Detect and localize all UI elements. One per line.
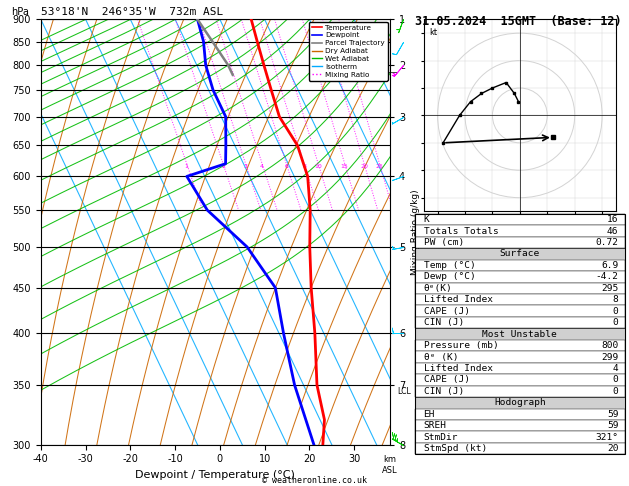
Bar bbox=[415, 294, 625, 306]
Bar bbox=[415, 409, 625, 420]
Text: Hodograph: Hodograph bbox=[494, 399, 546, 407]
Text: 8: 8 bbox=[613, 295, 618, 304]
Text: 4: 4 bbox=[260, 164, 264, 169]
Text: kt: kt bbox=[430, 28, 438, 36]
Text: © weatheronline.co.uk: © weatheronline.co.uk bbox=[262, 476, 367, 485]
Text: 53°18'N  246°35'W  732m ASL: 53°18'N 246°35'W 732m ASL bbox=[41, 7, 223, 17]
Bar bbox=[415, 443, 625, 454]
Bar bbox=[415, 340, 625, 351]
Text: 0: 0 bbox=[613, 376, 618, 384]
Text: CIN (J): CIN (J) bbox=[423, 318, 464, 327]
Text: 3: 3 bbox=[243, 164, 248, 169]
Text: θᵉ (K): θᵉ (K) bbox=[423, 352, 458, 362]
Bar bbox=[415, 260, 625, 271]
Y-axis label: Mixing Ratio (g/kg): Mixing Ratio (g/kg) bbox=[411, 189, 420, 275]
Text: CAPE (J): CAPE (J) bbox=[423, 376, 469, 384]
Bar bbox=[415, 214, 625, 226]
Text: 31.05.2024  15GMT  (Base: 12): 31.05.2024 15GMT (Base: 12) bbox=[415, 15, 621, 28]
Text: -4.2: -4.2 bbox=[595, 272, 618, 281]
Text: 8: 8 bbox=[302, 164, 306, 169]
Bar bbox=[415, 317, 625, 329]
Bar bbox=[415, 237, 625, 248]
Text: 4: 4 bbox=[613, 364, 618, 373]
Text: CIN (J): CIN (J) bbox=[423, 387, 464, 396]
Bar bbox=[415, 282, 625, 294]
Text: Dewp (°C): Dewp (°C) bbox=[423, 272, 476, 281]
Text: Surface: Surface bbox=[500, 249, 540, 259]
Text: 25: 25 bbox=[376, 164, 384, 169]
Bar bbox=[415, 226, 625, 237]
Bar bbox=[415, 386, 625, 397]
Bar bbox=[415, 397, 625, 409]
Bar bbox=[415, 248, 625, 260]
Bar bbox=[415, 432, 625, 443]
Text: CAPE (J): CAPE (J) bbox=[423, 307, 469, 316]
Text: StmDir: StmDir bbox=[423, 433, 458, 442]
Text: Lifted Index: Lifted Index bbox=[423, 295, 493, 304]
Bar bbox=[415, 271, 625, 282]
Text: PW (cm): PW (cm) bbox=[423, 238, 464, 247]
Text: Lifted Index: Lifted Index bbox=[423, 364, 493, 373]
Text: 0: 0 bbox=[613, 318, 618, 327]
Text: 20: 20 bbox=[360, 164, 368, 169]
Text: Temp (°C): Temp (°C) bbox=[423, 261, 476, 270]
Text: StmSpd (kt): StmSpd (kt) bbox=[423, 444, 487, 453]
Text: 321°: 321° bbox=[595, 433, 618, 442]
Bar bbox=[415, 329, 625, 340]
Text: Totals Totals: Totals Totals bbox=[423, 226, 498, 236]
Text: 46: 46 bbox=[607, 226, 618, 236]
Text: K: K bbox=[423, 215, 429, 224]
Text: 15: 15 bbox=[341, 164, 348, 169]
Text: 59: 59 bbox=[607, 410, 618, 419]
Text: 6: 6 bbox=[284, 164, 288, 169]
Text: 1: 1 bbox=[185, 164, 189, 169]
Text: LCL: LCL bbox=[397, 387, 411, 396]
Text: 59: 59 bbox=[607, 421, 618, 430]
Text: 0: 0 bbox=[613, 307, 618, 316]
Text: 20: 20 bbox=[607, 444, 618, 453]
Text: EH: EH bbox=[423, 410, 435, 419]
Text: 299: 299 bbox=[601, 352, 618, 362]
Text: 10: 10 bbox=[314, 164, 322, 169]
Text: 16: 16 bbox=[607, 215, 618, 224]
X-axis label: Dewpoint / Temperature (°C): Dewpoint / Temperature (°C) bbox=[135, 470, 296, 480]
Text: 6.9: 6.9 bbox=[601, 261, 618, 270]
Bar bbox=[415, 374, 625, 386]
Text: 0: 0 bbox=[613, 387, 618, 396]
Bar bbox=[415, 351, 625, 363]
Text: 2: 2 bbox=[221, 164, 225, 169]
Bar bbox=[415, 306, 625, 317]
Text: Pressure (mb): Pressure (mb) bbox=[423, 341, 498, 350]
Text: 295: 295 bbox=[601, 284, 618, 293]
Text: θᵉ(K): θᵉ(K) bbox=[423, 284, 452, 293]
Text: km
ASL: km ASL bbox=[382, 455, 398, 475]
Bar bbox=[415, 420, 625, 432]
Text: SREH: SREH bbox=[423, 421, 447, 430]
Text: hPa: hPa bbox=[11, 7, 29, 17]
Text: 800: 800 bbox=[601, 341, 618, 350]
Bar bbox=[415, 363, 625, 374]
Text: 0.72: 0.72 bbox=[595, 238, 618, 247]
Legend: Temperature, Dewpoint, Parcel Trajectory, Dry Adiabat, Wet Adiabat, Isotherm, Mi: Temperature, Dewpoint, Parcel Trajectory… bbox=[309, 21, 388, 81]
Text: Most Unstable: Most Unstable bbox=[482, 330, 557, 339]
